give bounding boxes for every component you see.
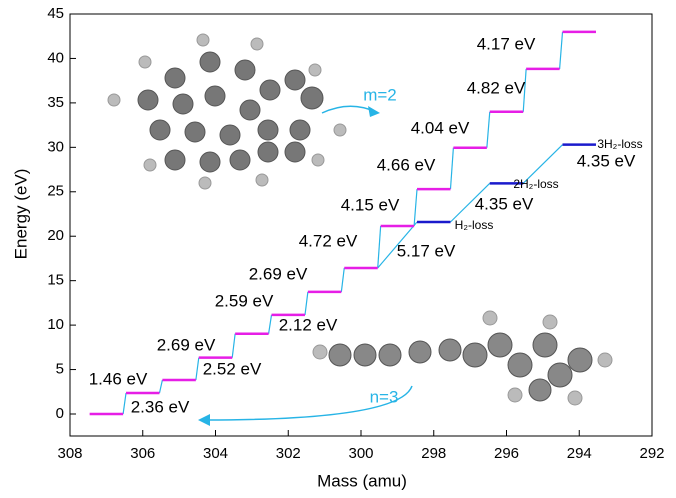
energy-label: 2.36 eV [131,397,190,416]
connector [560,32,563,69]
y-tick-label: 20 [47,227,64,244]
loss-label: H₂-loss [455,218,494,232]
connector [414,189,417,226]
energy-label: 2.52 eV [203,359,262,378]
molecule-bottom [313,311,612,405]
energy-label: 4.15 eV [341,195,400,214]
connector [450,148,453,189]
x-tick-label: 308 [57,445,82,462]
energy-label: 4.66 eV [377,155,436,174]
loss-label: 2H₂-loss [513,177,558,191]
x-tick-label: 292 [639,445,664,462]
y-tick-label: 5 [56,361,64,378]
energy-label: 4.35 eV [577,151,636,170]
x-tick-label: 300 [348,445,373,462]
y-tick-label: 40 [47,49,64,66]
connector [378,226,381,268]
molecule-top [108,34,346,189]
y-axis-label: Energy (eV) [11,169,30,260]
energy-label: 4.72 eV [299,231,358,250]
arrowhead [368,106,380,117]
connector [232,334,235,358]
x-tick-label: 298 [421,445,446,462]
y-tick-label: 10 [47,316,64,333]
energy-label: 2.69 eV [157,335,216,354]
connector [341,268,344,292]
x-tick-label: 306 [130,445,155,462]
connector [196,358,199,380]
energy-label: 4.04 eV [411,118,470,137]
chart: Mass (amu) Energy (eV) 30830630430230029… [0,0,676,498]
energy-label: 2.12 eV [279,315,338,334]
energy-label: 2.59 eV [215,291,274,310]
arrow-label: m=2 [363,85,397,104]
x-axis-label: Mass (amu) [317,471,407,490]
connector [123,393,126,414]
x-tick-label: 304 [203,445,228,462]
connector [305,292,308,315]
connector [487,112,490,148]
energy-label: 2.69 eV [249,264,308,283]
arrow-label: n=3 [370,387,399,406]
connector [269,315,272,334]
connector [159,380,162,393]
energy-label: 4.35 eV [475,194,534,213]
y-tick-label: 15 [47,272,64,289]
loss-label: 3H₂-loss [597,137,642,151]
energy-label: 5.17 eV [397,241,456,260]
x-tick-label: 294 [567,445,592,462]
x-tick-label: 296 [494,445,519,462]
energy-label: 4.82 eV [467,78,526,97]
y-tick-label: 35 [47,94,64,111]
energy-label: 1.46 eV [89,369,148,388]
arrowhead [198,414,210,426]
y-tick-label: 30 [47,138,64,155]
energy-label: 4.17 eV [477,34,536,53]
y-tick-label: 25 [47,183,64,200]
x-tick-label: 302 [276,445,301,462]
y-tick-label: 0 [56,405,64,422]
arrow [322,106,376,113]
y-tick-label: 45 [47,5,64,22]
